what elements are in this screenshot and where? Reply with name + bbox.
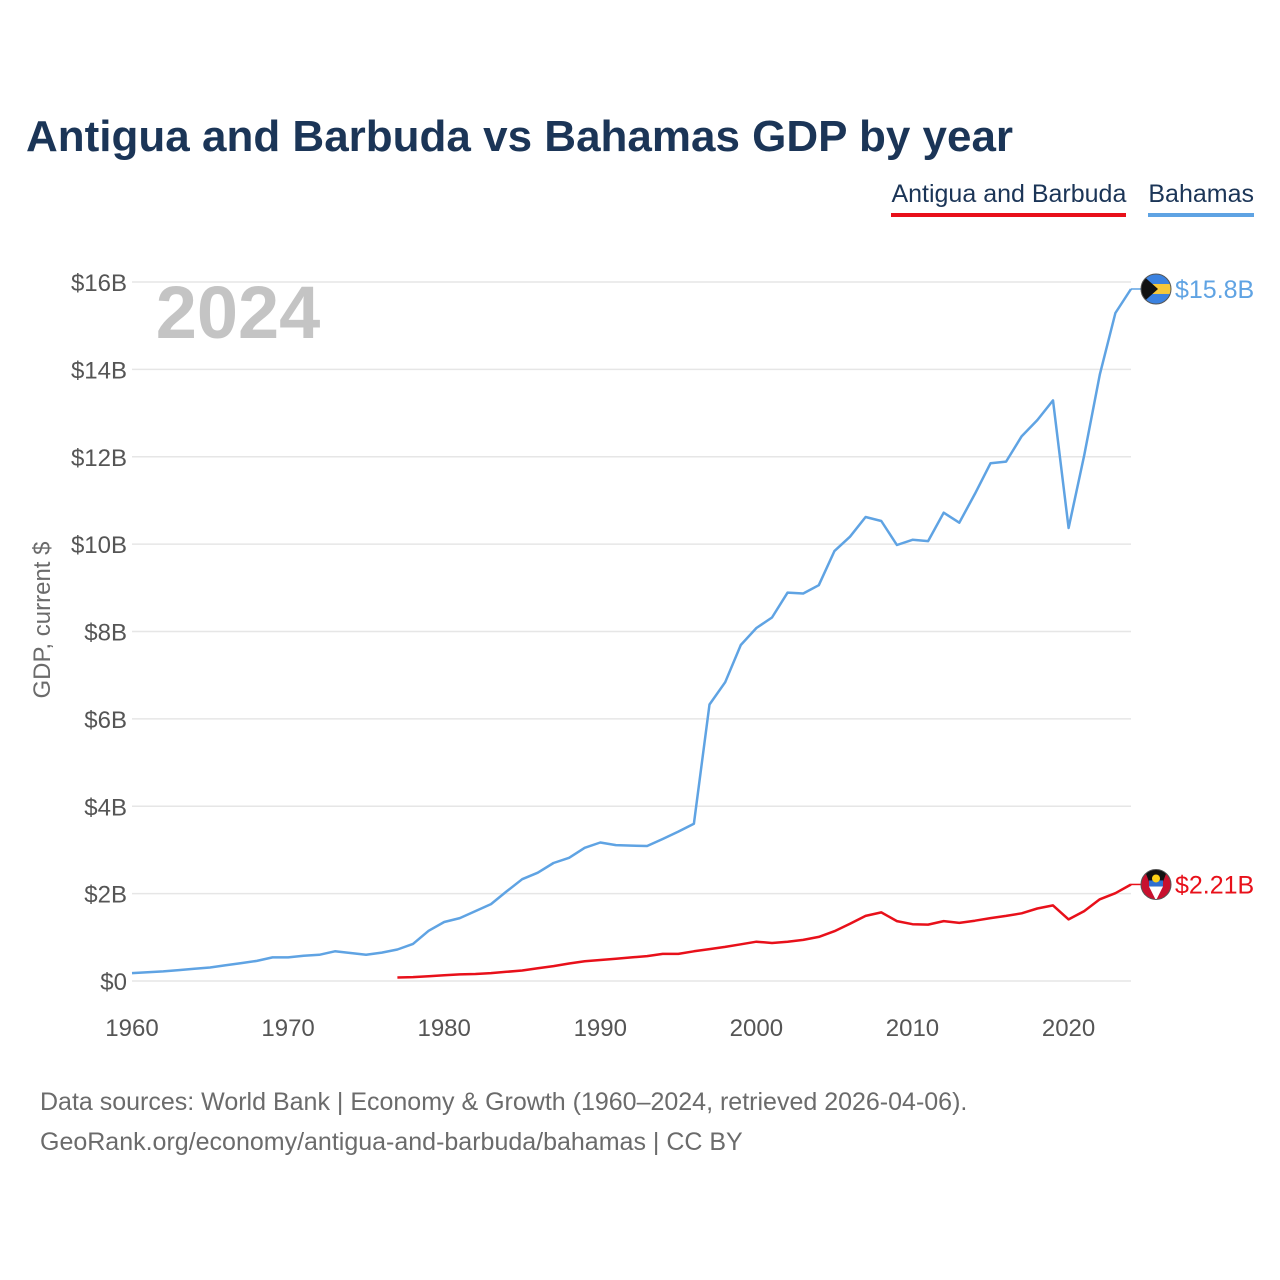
series-line-bahamas: [131, 288, 1133, 975]
y-tick-label: $10B: [71, 532, 127, 559]
x-tick-label: 1980: [417, 1015, 470, 1042]
y-tick-label: $2B: [84, 882, 127, 909]
x-tick-label: 2000: [730, 1015, 783, 1042]
y-axis-label: GDP, current $: [29, 542, 56, 699]
y-tick-label: $4B: [84, 794, 127, 821]
series-line-antigua-and-barbuda: [397, 883, 1132, 979]
grid-lines: [132, 281, 1131, 982]
source-url-text: GeoRank.org/economy/antigua-and-barbuda/…: [40, 1128, 743, 1156]
legend: Antigua and Barbuda Bahamas: [891, 180, 1254, 217]
series-lines: [131, 288, 1133, 979]
flag-bahamas-icon: [1140, 273, 1172, 305]
chart-title: Antigua and Barbuda vs Bahamas GDP by ye…: [26, 112, 1014, 161]
x-tick-label: 2020: [1042, 1015, 1095, 1042]
y-axis-ticks: $0 $2B $4B $6B $8B $10B $12B $14B $16B: [71, 270, 127, 996]
x-tick-label: 1990: [574, 1015, 627, 1042]
end-value-label-bahamas: $15.8B: [1175, 276, 1254, 304]
series-end-markers: $15.8B $2.21B: [1131, 273, 1254, 900]
y-tick-label: $14B: [71, 357, 127, 384]
x-tick-label: 1960: [105, 1015, 158, 1042]
y-tick-label: $8B: [84, 620, 127, 647]
x-tick-label: 2010: [886, 1015, 939, 1042]
y-tick-label: $16B: [71, 270, 127, 297]
data-sources-text: Data sources: World Bank | Economy & Gro…: [40, 1088, 968, 1116]
legend-item-bahamas[interactable]: Bahamas: [1148, 180, 1254, 217]
year-watermark: 2024: [156, 271, 321, 354]
y-tick-label: $0: [100, 969, 127, 996]
x-axis-ticks: 1960 1970 1980 1990 2000 2010 2020: [105, 1015, 1095, 1042]
flag-antigua-and-barbuda-icon: [1140, 868, 1172, 900]
y-tick-label: $6B: [84, 707, 127, 734]
y-tick-label: $12B: [71, 445, 127, 472]
footer: Data sources: World Bank | Economy & Gro…: [40, 1082, 967, 1162]
x-tick-label: 1970: [261, 1015, 314, 1042]
legend-item-antigua-and-barbuda[interactable]: Antigua and Barbuda: [891, 180, 1127, 217]
end-value-label-antigua-and-barbuda: $2.21B: [1175, 871, 1254, 899]
